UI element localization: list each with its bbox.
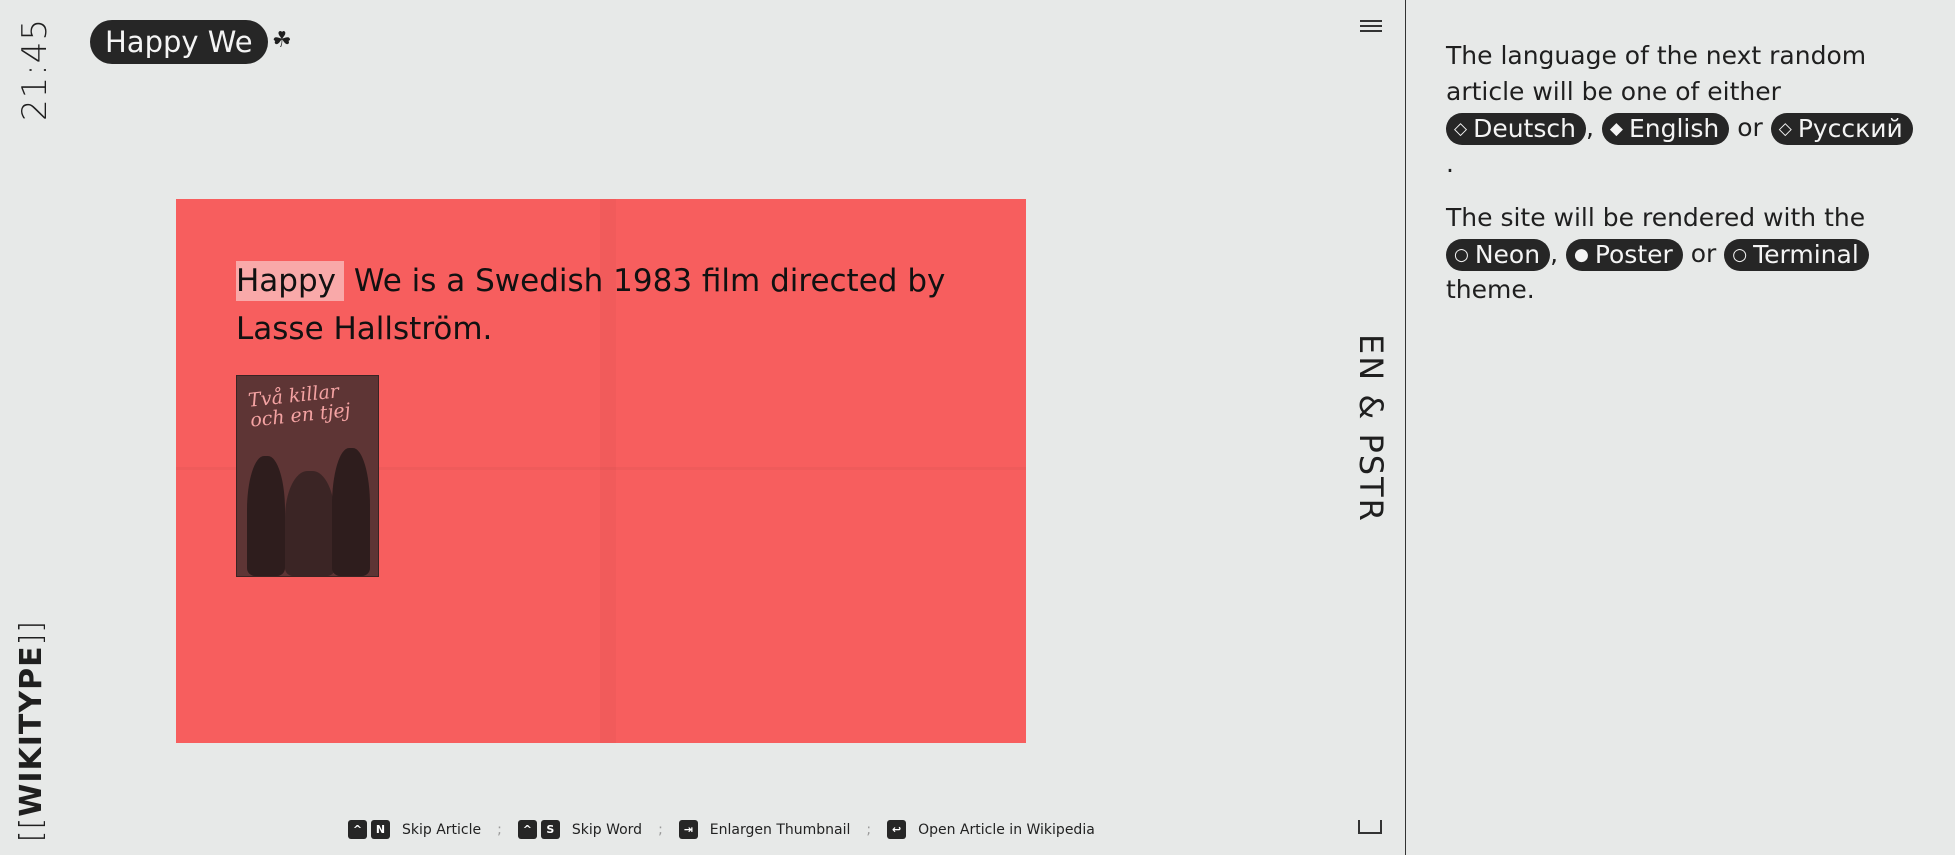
enlargen-thumbnail-hint[interactable]: Enlargen Thumbnail (709, 821, 851, 838)
language-option-deutsch[interactable]: ◇ Deutsch (1446, 113, 1586, 145)
theme-option-neon[interactable]: ○ Neon (1446, 239, 1551, 271)
s-key: S (540, 820, 560, 839)
skip-article-hint[interactable]: Skip Article (402, 821, 482, 838)
panel-divider (1405, 0, 1406, 855)
article-title-pill[interactable]: Happy We (90, 20, 268, 64)
logo-bracket-left: [[ (14, 816, 49, 843)
tab-key-icon: ⇥ (678, 820, 698, 839)
ctrl-key: ^ (348, 820, 367, 839)
separator: ; (497, 821, 502, 838)
language-intro: The language of the next random article … (1446, 41, 1867, 106)
theme-option-terminal[interactable]: ○ Terminal (1724, 239, 1869, 271)
diamond-filled-icon: ◆ (1609, 119, 1623, 139)
theme-outro: theme. (1446, 275, 1535, 304)
thumbnail-title: Två killar och en tjej (247, 380, 352, 432)
language-option-russian[interactable]: ◇ Русский (1770, 113, 1913, 145)
language-option-english[interactable]: ◆ English (1601, 113, 1730, 145)
language-paragraph: The language of the next random article … (1446, 38, 1916, 182)
enter-key-icon: ↩ (887, 820, 907, 839)
article-text-rest: We is a Swedish 1983 film directed by La… (236, 263, 946, 347)
diamond-outline-icon: ◇ (1778, 119, 1792, 139)
separator: ; (658, 821, 663, 838)
circle-outline-icon: ○ (1732, 245, 1748, 265)
shortcut-bar: ^ N Skip Article ; ^ S Skip Word ; ⇥ Enlar… (348, 820, 1111, 839)
logo-name: WIKITYPE (14, 645, 49, 817)
logo-bracket-right: ]] (14, 620, 49, 646)
clover-icon[interactable]: ☘ (272, 28, 292, 53)
diamond-outline-icon: ◇ (1454, 119, 1468, 139)
theme-option-poster[interactable]: ● Poster (1565, 239, 1683, 271)
open-in-wikipedia-hint[interactable]: Open Article in Wikipedia (918, 821, 1095, 838)
article-text: Happy We is a Swedish 1983 film directed… (236, 257, 966, 353)
wikitype-logo[interactable]: [[WIKITYPE]] (14, 620, 49, 842)
ctrl-key: ^ (517, 820, 537, 839)
circle-outline-icon: ○ (1454, 245, 1469, 265)
settings-panel: The language of the next random article … (1446, 38, 1916, 326)
skip-word-hint[interactable]: Skip Word (571, 821, 643, 838)
language-theme-label: EN & PSTR (1352, 334, 1390, 523)
separator: ; (866, 821, 872, 838)
current-word: Happy (236, 261, 345, 301)
n-key: N (371, 820, 390, 839)
theme-intro: The site will be rendered with the (1446, 203, 1866, 232)
article-thumbnail[interactable]: Två killar och en tjej (236, 375, 379, 577)
tray-icon[interactable] (1358, 820, 1382, 834)
theme-paragraph: The site will be rendered with the ○ Neon… (1446, 200, 1916, 308)
article-card: Happy We is a Swedish 1983 film directed… (176, 199, 1026, 743)
menu-icon[interactable] (1360, 20, 1382, 35)
circle-filled-icon: ● (1573, 245, 1589, 265)
clock: 21:45 (15, 18, 55, 121)
